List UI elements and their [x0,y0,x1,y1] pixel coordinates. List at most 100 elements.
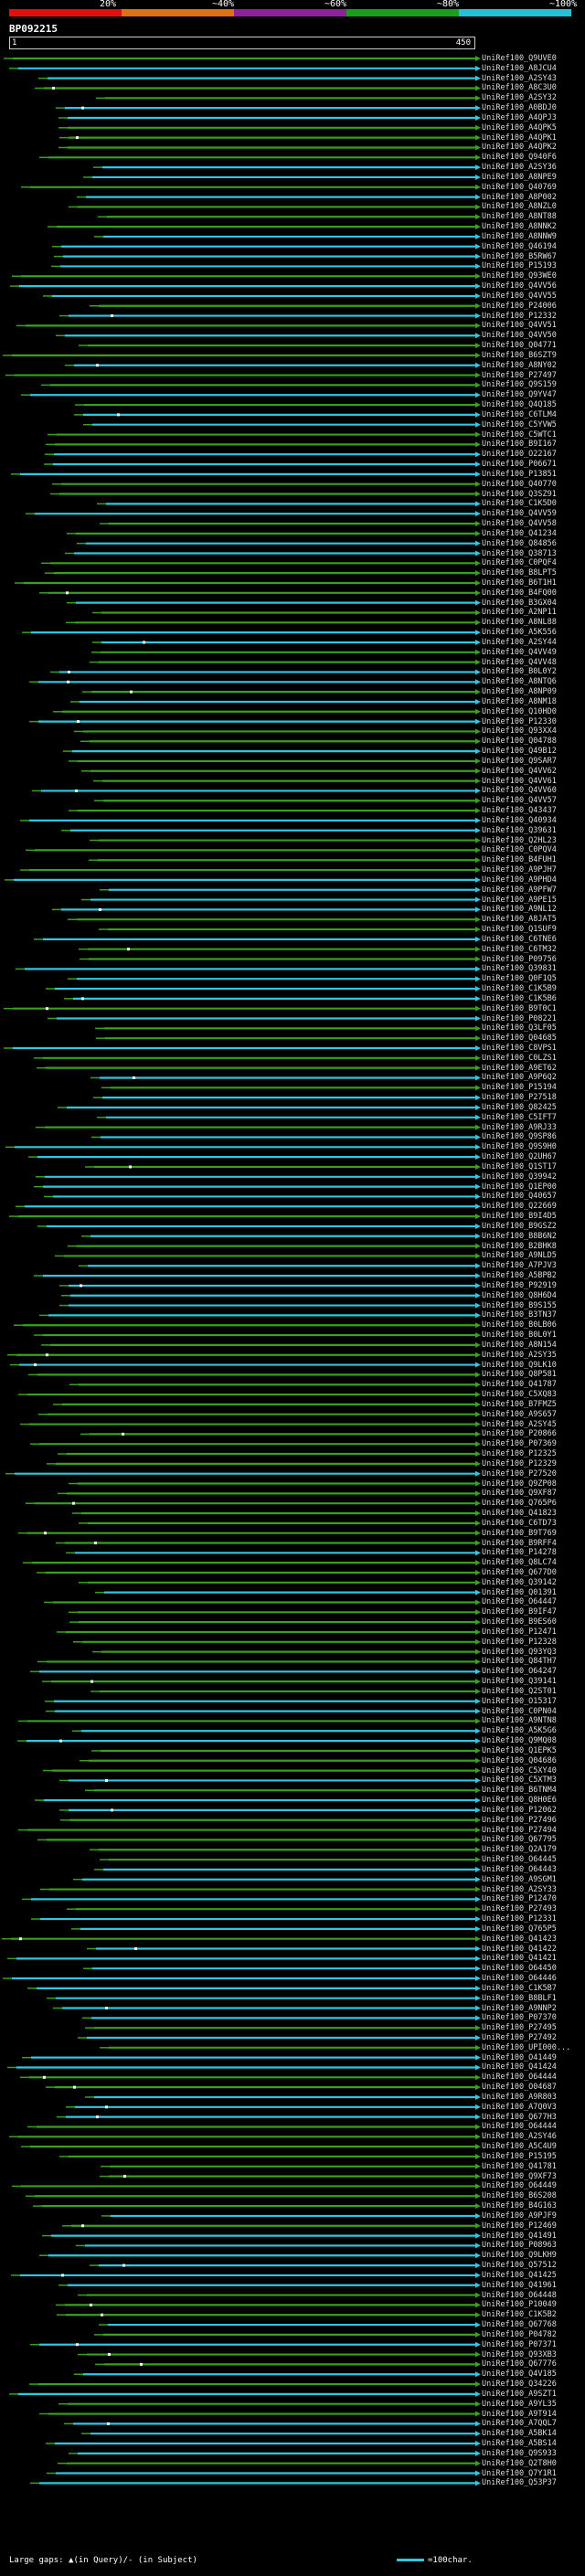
hit-id-link[interactable]: UniRef100_B6TNM4 [482,1786,557,1796]
hit-row[interactable] [95,1589,481,1595]
hit-id-link[interactable]: UniRef100_Q67768 [482,2320,557,2330]
hit-row[interactable] [37,1837,481,1843]
hit-row[interactable] [36,1124,481,1130]
hit-row[interactable] [11,471,481,477]
hit-id-link[interactable]: UniRef100_O64444 [482,2072,557,2083]
hit-id-link[interactable]: UniRef100_C6TD73 [482,1518,557,1528]
hit-row[interactable] [12,2183,481,2189]
hit-id-link[interactable]: UniRef100_B9I167 [482,440,557,450]
hit-id-link[interactable]: UniRef100_A4QPK1 [482,133,557,143]
hit-row[interactable] [74,728,481,735]
hit-id-link[interactable]: UniRef100_P06671 [482,460,557,470]
hit-id-link[interactable]: UniRef100_B8BLF1 [482,1993,557,2003]
hit-id-link[interactable]: UniRef100_Q8P581 [482,1370,557,1380]
hit-id-link[interactable]: UniRef100_O64444 [482,2122,557,2132]
hit-row[interactable] [94,233,481,239]
hit-row[interactable] [67,1906,481,1913]
hit-row[interactable] [90,1075,481,1081]
hit-id-link[interactable]: UniRef100_Q9LK10 [482,1360,557,1370]
hit-id-link[interactable]: UniRef100_Q0F1Q5 [482,974,557,984]
hit-id-link[interactable]: UniRef100_Q41422 [482,1944,557,1954]
hit-row[interactable] [59,1282,481,1288]
hit-id-link[interactable]: UniRef100_Q4VV59 [482,509,557,519]
hit-id-link[interactable]: UniRef100_A9S657 [482,1409,557,1419]
hit-row[interactable] [75,402,481,408]
hit-row[interactable] [20,817,481,823]
hit-id-link[interactable]: UniRef100_C1K5D0 [482,499,557,509]
hit-row[interactable] [30,1441,481,1447]
hit-row[interactable] [32,788,481,794]
hit-row[interactable] [27,1985,481,1991]
hit-row[interactable] [94,2331,481,2337]
hit-row[interactable] [47,1460,481,1467]
hit-id-link[interactable]: UniRef100_Q43437 [482,806,557,816]
hit-row[interactable] [16,323,481,329]
hit-row[interactable] [38,1411,481,1417]
hit-row[interactable] [7,2064,481,2071]
hit-id-link[interactable]: UniRef100_Q8LC74 [482,1558,557,1568]
hit-id-link[interactable]: UniRef100_A5BK14 [482,2429,557,2439]
hit-row[interactable] [58,1104,481,1110]
hit-row[interactable] [3,352,481,358]
hit-row[interactable] [55,1253,481,1259]
hit-id-link[interactable]: UniRef100_Q7Y1R1 [482,2468,557,2478]
hit-row[interactable] [21,184,481,190]
hit-row[interactable] [100,521,481,527]
hit-id-link[interactable]: UniRef100_Q41425 [482,2270,557,2280]
hit-row[interactable] [69,1619,481,1626]
hit-id-link[interactable]: UniRef100_A5C4U9 [482,2142,557,2152]
hit-id-link[interactable]: UniRef100_Q9XF87 [482,1489,557,1499]
hit-id-link[interactable]: UniRef100_O22167 [482,450,557,460]
hit-row[interactable] [92,1648,481,1655]
hit-id-link[interactable]: UniRef100_A5BS14 [482,2439,557,2449]
hit-row[interactable] [83,1966,481,1972]
hit-row[interactable] [43,292,481,299]
hit-row[interactable] [77,540,481,546]
hit-row[interactable] [35,1797,481,1804]
hit-id-link[interactable]: UniRef100_Q38713 [482,548,557,558]
hit-id-link[interactable]: UniRef100_A9NL12 [482,905,557,915]
hit-id-link[interactable]: UniRef100_C0PQF4 [482,558,557,568]
hit-id-link[interactable]: UniRef100_Q677H3 [482,2112,557,2122]
hit-id-link[interactable]: UniRef100_Q765P6 [482,1499,557,1509]
hit-id-link[interactable]: UniRef100_P14278 [482,1548,557,1558]
hit-id-link[interactable]: UniRef100_B7FMZ5 [482,1399,557,1409]
hit-row[interactable] [22,2054,481,2061]
hit-id-link[interactable]: UniRef100_P07369 [482,1439,557,1449]
hit-id-link[interactable]: UniRef100_A8N154 [482,1340,557,1350]
hit-id-link[interactable]: UniRef100_A9RJ33 [482,1122,557,1132]
hit-row[interactable] [91,1134,481,1140]
hit-id-link[interactable]: UniRef100_A8NTQ6 [482,677,557,687]
hit-id-link[interactable]: UniRef100_Q1ST17 [482,1161,557,1171]
hit-row[interactable] [42,2232,481,2239]
hit-id-link[interactable]: UniRef100_A8NNW9 [482,231,557,241]
hit-row[interactable] [15,579,481,586]
hit-row[interactable] [85,1163,481,1170]
hit-id-link[interactable]: UniRef100_B4FQ00 [482,588,557,598]
hit-id-link[interactable]: UniRef100_A9PFW7 [482,885,557,895]
hit-id-link[interactable]: UniRef100_Q41823 [482,1509,557,1518]
hit-id-link[interactable]: UniRef100_Q93YQ3 [482,1647,557,1657]
hit-id-link[interactable]: UniRef100_P27492 [482,2033,557,2042]
hit-row[interactable] [29,679,481,685]
hit-id-link[interactable]: UniRef100_A8NNK2 [482,222,557,232]
hit-row[interactable] [9,1214,481,1220]
hit-row[interactable] [42,1679,481,1685]
hit-id-link[interactable]: UniRef100_Q84856 [482,538,557,548]
hit-row[interactable] [33,2203,481,2210]
hit-id-link[interactable]: UniRef100_Q39942 [482,1171,557,1182]
hit-id-link[interactable]: UniRef100_Q41423 [482,1934,557,1944]
hit-row[interactable] [96,1035,481,1042]
hit-row[interactable] [23,1560,481,1566]
hit-row[interactable] [65,362,481,368]
hit-row[interactable] [96,95,481,101]
hit-row[interactable] [58,1451,481,1458]
hit-row[interactable] [45,1698,481,1704]
hit-id-link[interactable]: UniRef100_A7Q0V3 [482,2102,557,2112]
hit-id-link[interactable]: UniRef100_Q940F6 [482,153,557,163]
hit-id-link[interactable]: UniRef100_B4G163 [482,2201,557,2211]
hit-row[interactable] [68,1243,481,1249]
hit-id-link[interactable]: UniRef100_B2BHK8 [482,1241,557,1251]
hit-id-link[interactable]: UniRef100_B9I4D5 [482,1212,557,1222]
hit-id-link[interactable]: UniRef100_A2NP11 [482,608,557,618]
